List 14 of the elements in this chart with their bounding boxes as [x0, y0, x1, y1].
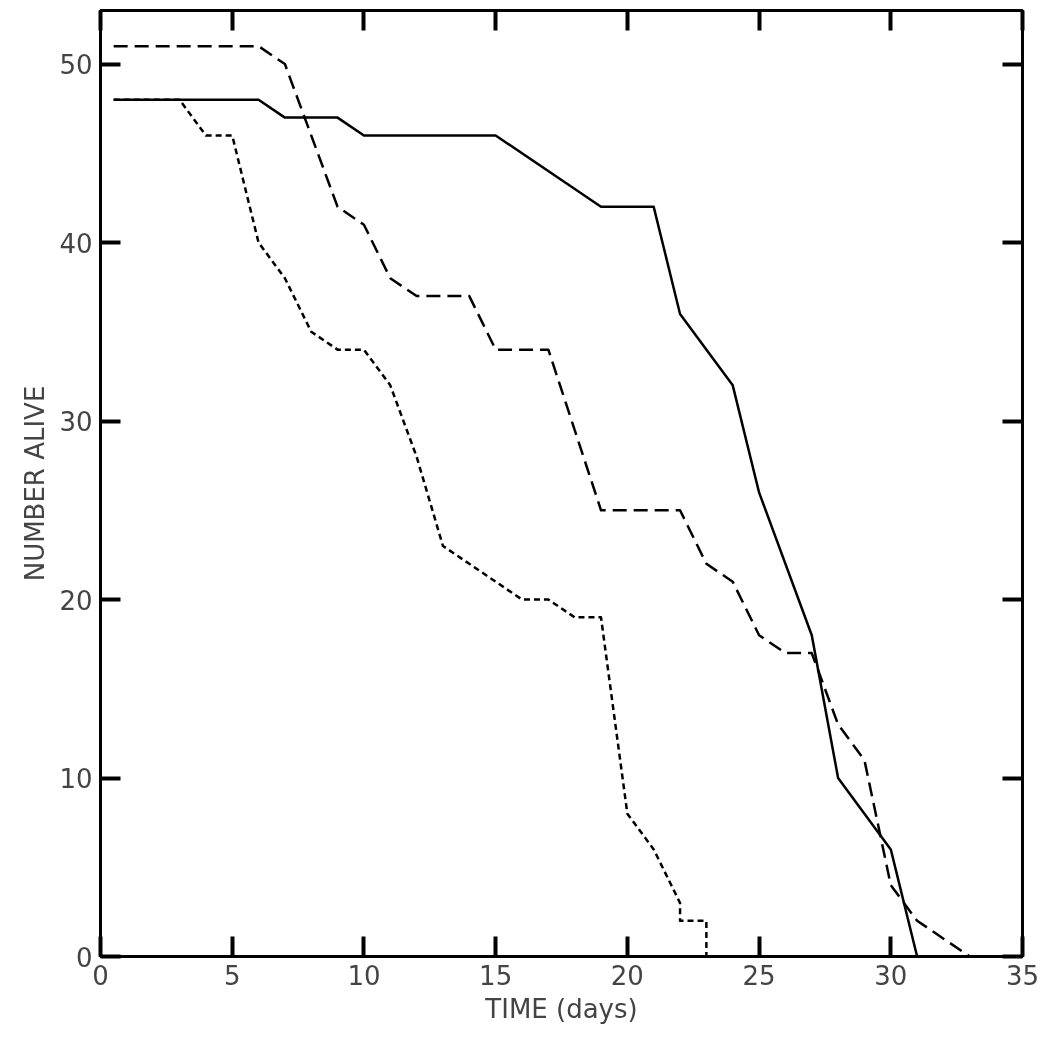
x-tick-label: 30: [874, 960, 908, 991]
x-tick-label: 15: [479, 960, 513, 991]
y-axis-title: NUMBER ALIVE: [20, 385, 51, 582]
x-axis-title: TIME (days): [484, 993, 638, 1024]
y-tick-label: 50: [59, 50, 93, 81]
y-tick-label: 20: [59, 585, 93, 616]
x-tick-label: 25: [742, 960, 776, 991]
y-tick-label: 10: [59, 764, 93, 795]
x-tick-label: 10: [347, 960, 381, 991]
x-tick-label: 35: [1005, 960, 1040, 991]
y-tick-label: 30: [59, 407, 93, 438]
x-tick-label: 5: [223, 960, 241, 991]
y-tick-label: 40: [59, 228, 93, 259]
x-tick-label: 20: [610, 960, 644, 991]
